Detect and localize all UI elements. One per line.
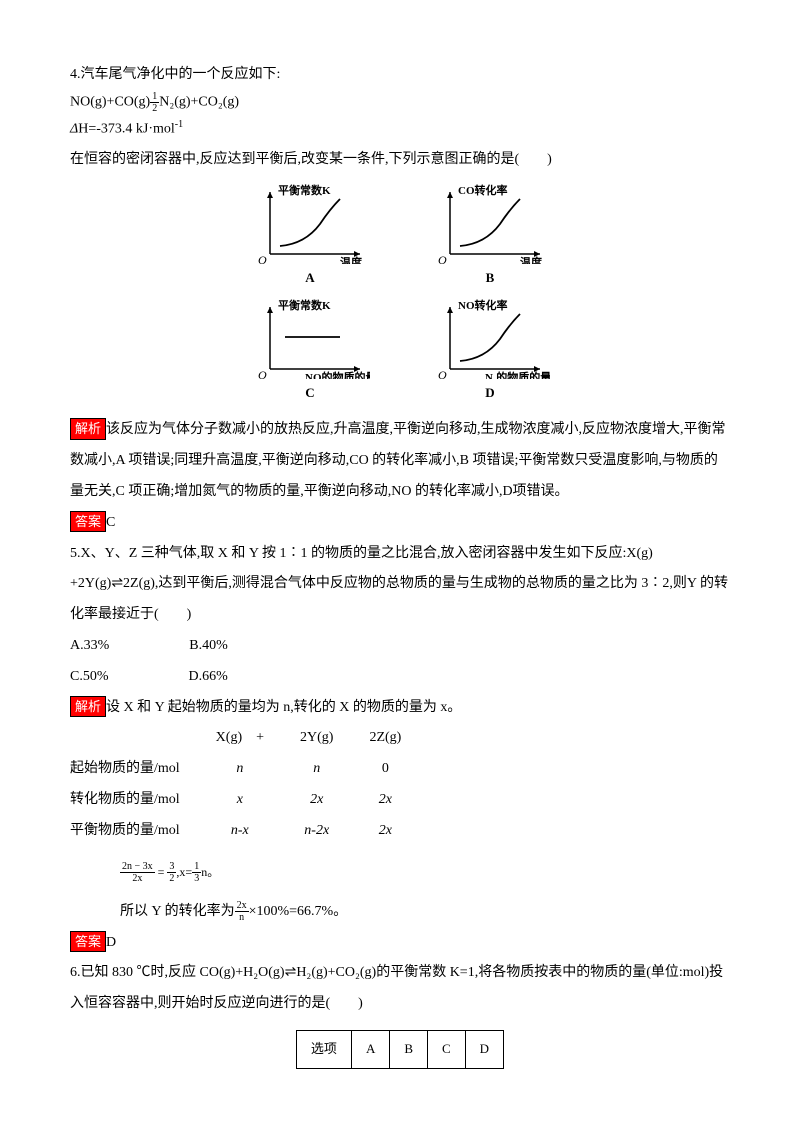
q5-options2: C.50% D.66% (70, 662, 730, 693)
svg-text:O: O (438, 253, 447, 264)
q4-equation: NO(g)+CO(g)12N₂(g)+CO₂(g) (70, 91, 730, 114)
q5-stem2: +2Y(g)⇌2Z(g),达到平衡后,测得混合气体中反应物的总物质的量与生成物的… (70, 569, 730, 631)
q6-table: 选项 A B C D (296, 1030, 504, 1069)
q4-analysis: 解析该反应为气体分子数减小的放热反应,升高温度,平衡逆向移动,生成物浓度减小,反… (70, 415, 730, 507)
diag-a-xlabel: 温度 (340, 255, 363, 264)
svg-text:NO转化率: NO转化率 (458, 299, 508, 312)
svg-text:温度: 温度 (520, 255, 543, 264)
q6-stem: 6.已知 830 ℃时,反应 CO(g)+H₂O(g)⇌H₂(g)+CO₂(g)… (70, 958, 730, 1020)
q5-equation: 2n − 3x2x = 32,x=13n。 (70, 859, 730, 885)
table-row: 平衡物质的量/moln-xn-2x2x (70, 816, 419, 847)
diag-a-ylabel: 平衡常数K (278, 184, 331, 197)
table-row: 起始物质的量/molnn0 (70, 754, 419, 785)
q5-opt-b: B.40% (189, 631, 228, 662)
svg-text:O: O (438, 368, 447, 379)
q4-dh: ΔΔH=-373.4 kJ·mol⁻¹H=-373.4 kJ·mol-1 (70, 114, 730, 145)
q5-opt-a: A.33% (70, 631, 109, 662)
svg-text:O: O (258, 253, 267, 264)
q4-diagrams: 平衡常数K 温度 O A CO转化率 温度 O B (70, 184, 730, 407)
svg-text:CO转化率: CO转化率 (458, 184, 508, 197)
svg-text:平衡常数K: 平衡常数K (278, 299, 331, 312)
q5-opt-c: C.50% (70, 662, 109, 693)
q4-intro: 4.汽车尾气净化中的一个反应如下: (70, 60, 730, 91)
diagram-c: 平衡常数K NO的物质的量 O C (240, 299, 380, 408)
table-row: 转化物质的量/molx2x2x (70, 785, 419, 816)
diagram-b: CO转化率 温度 O B (420, 184, 560, 293)
q4-answer: 答案C (70, 508, 730, 539)
svg-text:N₂的物质的量: N₂的物质的量 (485, 370, 550, 379)
q4-stem: 在恒容的密闭容器中,反应达到平衡后,改变某一条件,下列示意图正确的是( ) (70, 145, 730, 176)
diagram-d: NO转化率 N₂的物质的量 O D (420, 299, 560, 408)
q5-analysis-pre: 解析设 X 和 Y 起始物质的量均为 n,转化的 X 的物质的量为 x。 (70, 693, 730, 724)
q5-opt-d: D.66% (189, 662, 228, 693)
q5-conclusion: 所以 Y 的转化率为2xn×100%=66.7%。 (70, 897, 730, 928)
q5-options: A.33% B.40% (70, 631, 730, 662)
q5-ice-table: X(g) + 2Y(g) 2Z(g) 起始物质的量/molnn0 转化物质的量/… (70, 723, 419, 846)
diagram-a: 平衡常数K 温度 O A (240, 184, 380, 293)
q5-answer: 答案D (70, 928, 730, 959)
svg-text:NO的物质的量: NO的物质的量 (305, 370, 370, 379)
svg-text:O: O (258, 368, 267, 379)
q5-stem: 5.X、Y、Z 三种气体,取 X 和 Y 按 1∶1 的物质的量之比混合,放入密… (70, 539, 730, 570)
